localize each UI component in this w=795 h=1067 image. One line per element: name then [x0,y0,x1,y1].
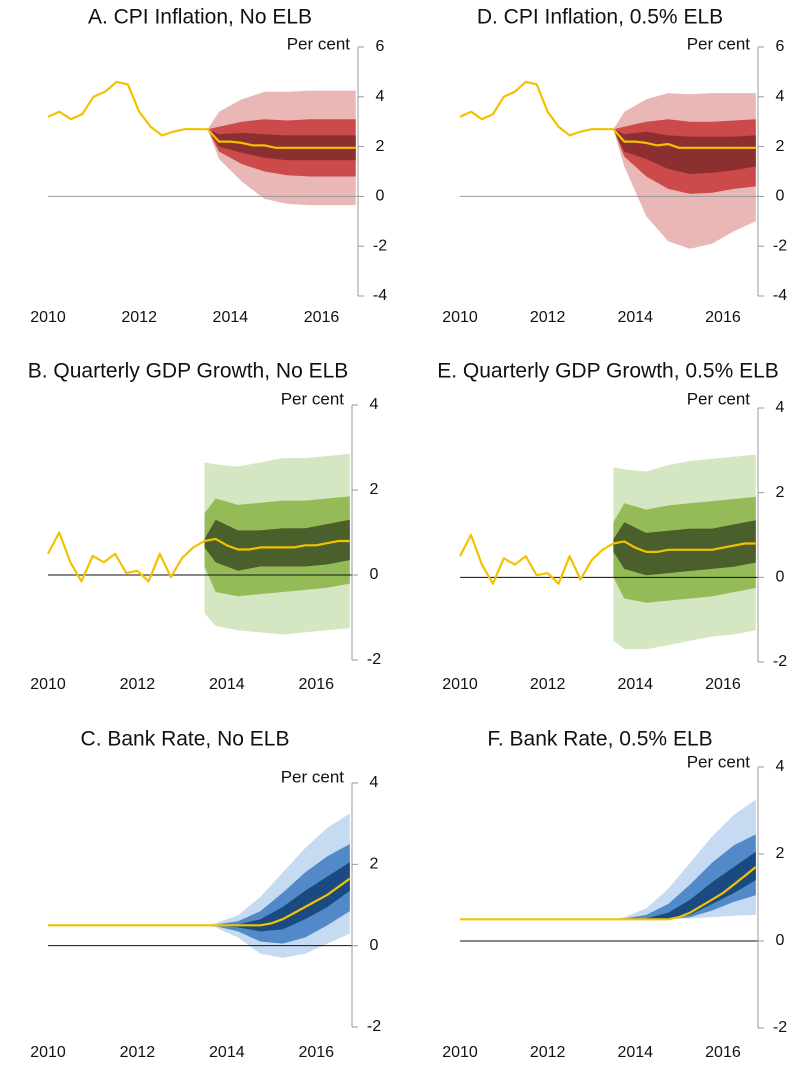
y-tick-label: 2 [376,138,385,155]
y-tick-label: 4 [376,88,385,105]
y-tick-label: 2 [776,138,785,155]
fan-band [613,129,756,174]
y-tick-label: 6 [776,38,785,55]
y-tick-label: 4 [776,399,785,416]
x-tick-label: 2016 [705,1044,741,1061]
x-tick-label: 2010 [30,309,66,326]
y-tick-label: 0 [376,188,385,205]
x-tick-label: 2016 [705,676,741,693]
panel: C. Bank Rate, No ELB Per cent -2 0 2 4 2010 201… [30,728,381,1062]
panel-title: D. CPI Inflation, 0.5% ELB [477,6,723,29]
y-axis-label: Per cent [687,752,751,771]
x-tick-label: 2014 [209,676,245,693]
panel: B. Quarterly GDP Growth, No ELB Per cent -… [28,360,381,694]
y-tick-label: -2 [773,237,787,254]
panel-title: E. Quarterly GDP Growth, 0.5% ELB [437,360,779,383]
panel: D. CPI Inflation, 0.5% ELB Per cent -4 -2 0 2… [442,6,787,327]
x-tick-label: 2016 [705,309,741,326]
y-tick-label: 2 [776,484,785,501]
x-tick-label: 2010 [30,1044,66,1061]
x-tick-label: 2016 [298,1044,334,1061]
panel: E. Quarterly GDP Growth, 0.5% ELB Per cen… [437,360,787,694]
median-line [460,866,757,921]
y-tick-label: -2 [367,651,381,668]
median-line [47,531,350,583]
x-tick-label: 2010 [442,676,478,693]
y-tick-label: 0 [370,566,379,583]
y-tick-label: -4 [373,287,387,304]
y-axis-label: Per cent [281,389,345,408]
y-axis-label: Per cent [287,34,351,53]
panel: A. CPI Inflation, No ELB Per cent -4 -2 0 2 4 6… [30,6,387,327]
y-tick-label: 4 [776,88,785,105]
y-axis-label: Per cent [281,767,345,786]
x-tick-label: 2016 [298,676,334,693]
fan-band [613,851,756,920]
x-tick-label: 2016 [304,309,340,326]
x-tick-label: 2012 [530,676,566,693]
panel-title: F. Bank Rate, 0.5% ELB [487,728,712,751]
fan-band [613,520,756,576]
y-tick-label: -2 [373,237,387,254]
median-line [47,80,356,149]
y-tick-label: 0 [776,569,785,586]
x-tick-label: 2010 [30,676,66,693]
y-tick-label: 4 [776,758,785,775]
y-tick-label: -2 [773,1019,787,1036]
y-tick-label: 2 [370,856,379,873]
y-tick-label: -2 [773,653,787,670]
median-line [459,533,756,585]
y-tick-label: 6 [376,38,385,55]
y-tick-label: -2 [367,1018,381,1035]
x-tick-label: 2012 [120,676,156,693]
y-tick-label: 4 [370,396,379,413]
y-tick-label: 4 [370,774,379,791]
x-tick-label: 2014 [617,1044,653,1061]
panel-title: B. Quarterly GDP Growth, No ELB [28,360,349,383]
y-tick-label: 0 [776,932,785,949]
x-tick-label: 2014 [617,309,653,326]
y-tick-label: 0 [370,937,379,954]
y-axis-label: Per cent [687,389,751,408]
x-tick-label: 2012 [530,309,566,326]
x-tick-label: 2012 [121,309,157,326]
median-line [459,80,756,149]
fan-band [204,862,350,932]
panel-title: A. CPI Inflation, No ELB [88,6,312,29]
x-tick-label: 2014 [617,676,653,693]
panel-title: C. Bank Rate, No ELB [81,728,290,751]
median-line [48,877,351,927]
y-tick-label: 0 [776,188,785,205]
x-tick-label: 2012 [530,1044,566,1061]
fan-band [204,519,350,571]
y-tick-label: 2 [776,845,785,862]
x-tick-label: 2012 [120,1044,156,1061]
x-tick-label: 2014 [209,1044,245,1061]
x-tick-label: 2010 [442,309,478,326]
y-axis-label: Per cent [687,34,751,53]
x-tick-label: 2010 [442,1044,478,1061]
fan-band [207,129,356,161]
y-tick-label: 2 [370,481,379,498]
y-tick-label: -4 [773,287,787,304]
fan-band [204,844,350,944]
x-tick-label: 2014 [213,309,249,326]
